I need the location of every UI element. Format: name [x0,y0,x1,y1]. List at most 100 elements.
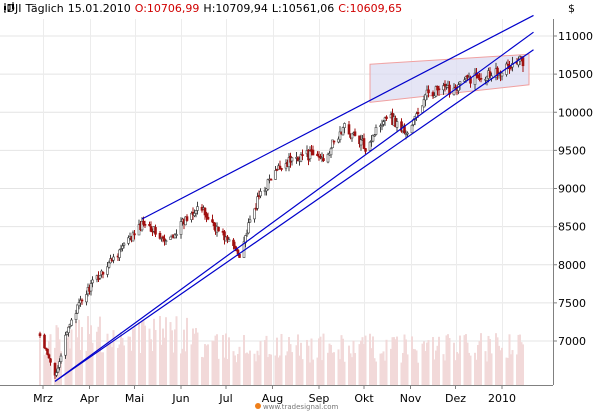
y-tick-label: 10500 [558,68,593,81]
candle-body [58,361,61,368]
candle-body [179,221,183,235]
volume-bar [76,337,79,385]
candle-body [332,140,336,143]
volume-bar [280,333,283,385]
y-tick-label: 7000 [558,335,586,348]
candle-body [80,299,84,302]
volume-bar [295,345,298,385]
watermark: www.tradesignal.com [255,403,338,411]
volume-bar [96,331,98,385]
candle-body [185,216,189,221]
x-tick-label: 2010 [488,392,516,405]
candle-body [158,232,162,239]
volume-bar [363,343,365,385]
volume-bar [445,335,448,385]
volume-bar [501,347,503,385]
candle-body [353,131,357,136]
volume-bar [277,357,280,385]
volume-bar [394,339,397,385]
volume-bar [133,325,136,385]
candle-body [55,372,58,376]
candle-body [89,283,93,292]
volume-bar [349,353,352,385]
volume-bar [69,348,71,385]
volume-bar [238,346,241,385]
y-tick-label: 9500 [558,144,586,157]
candle-body [85,294,88,303]
candle-body [127,237,130,244]
candle-body [133,233,136,236]
candle-body [67,326,70,333]
volume-bar [468,352,470,385]
volume-bar [307,345,310,385]
volume-bar [520,342,523,385]
candle-body [169,236,172,240]
volume-bar [426,342,428,385]
volume-bar [415,350,418,385]
candle-body [341,127,345,136]
volume-bar [508,334,511,385]
volume-bar [402,352,404,385]
volume-bar [354,352,356,385]
volume-bar [129,336,131,385]
volume-bar [171,330,173,385]
volume-bar [190,344,193,385]
volume-bar [225,333,227,385]
volume-bar [393,337,395,385]
candle-body [301,154,304,156]
volume-bar [411,336,413,385]
volume-bar [436,345,439,385]
volume-bar [67,326,70,385]
candle-body [248,219,252,223]
volume-bar [237,353,239,385]
x-tick-label: Mai [125,392,144,405]
candle-body [448,84,451,95]
candle-body [59,355,63,362]
volume-bar [244,353,247,385]
x-tick-label: Jul [218,392,232,405]
volume-bar [127,336,130,385]
volume-bar [246,352,248,385]
volume-bar [78,319,80,385]
candle-body [266,179,270,190]
volume-bar [174,329,176,385]
volume-bar [475,359,478,385]
volume-bar [163,337,166,385]
volume-bar [175,316,178,385]
candle-body [269,178,273,181]
y-tick-label: 7500 [558,297,586,310]
x-tick-label: Jun [171,392,189,405]
volume-bar [268,354,271,385]
candle-body [416,112,420,114]
volume-bar [265,335,268,385]
volume-bar [424,351,427,385]
volume-bar [322,333,325,385]
volume-bar [214,335,217,385]
volume-bar [327,352,329,385]
volume-bar [484,351,487,385]
trend-line [141,14,534,220]
volume-bar [487,335,490,385]
volume-bar [466,342,469,385]
candle-body [473,72,477,85]
candle-body [247,222,250,234]
candle-body [382,121,385,125]
volume-bar [196,332,199,385]
header-open: O:10706,99 [134,2,200,15]
header-date: 15.01.2010 [67,2,131,15]
volume-bar [274,355,277,385]
volume-bar [337,349,340,385]
volume-bar [342,338,344,385]
y-tick-label: 8500 [558,221,586,234]
volume-bar [243,335,245,385]
volume-bar [193,333,196,385]
x-tick-label: Sep [309,392,330,405]
candle-body [275,169,279,171]
volume-bar [375,361,377,385]
candle-body [506,63,510,66]
volume-bar [217,358,220,385]
candle-body [74,313,78,320]
candle-body [43,334,46,349]
